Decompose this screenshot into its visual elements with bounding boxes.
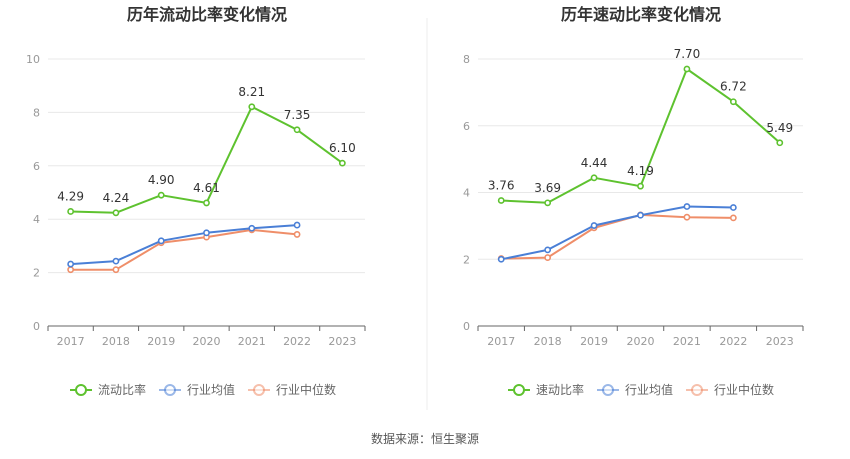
data-label: 7.70 xyxy=(674,47,701,61)
data-point xyxy=(293,221,301,229)
data-point xyxy=(203,229,210,237)
data-point xyxy=(248,224,256,232)
data-point xyxy=(544,246,552,254)
data-point xyxy=(293,126,301,134)
data-point xyxy=(67,260,75,268)
series-line xyxy=(70,228,298,271)
data-label: 3.76 xyxy=(488,179,515,193)
legend-swatch-marker xyxy=(513,384,525,396)
x-tick-label: 2019 xyxy=(147,335,175,348)
data-label: 4.29 xyxy=(57,189,84,203)
y-tick-label: 2 xyxy=(463,253,470,266)
legend-label: 流动比率 xyxy=(98,382,146,397)
data-point xyxy=(67,266,75,274)
data-point xyxy=(544,199,552,207)
data-point xyxy=(157,237,165,245)
y-tick-label: 8 xyxy=(33,106,40,119)
data-label: 4.24 xyxy=(103,191,130,205)
series-line xyxy=(501,205,734,261)
legend-swatch-marker xyxy=(253,384,265,396)
series-line xyxy=(70,224,298,266)
x-tick-label: 2017 xyxy=(57,335,85,348)
y-tick-label: 6 xyxy=(33,160,40,173)
x-tick-label: 2020 xyxy=(627,335,655,348)
data-label: 4.90 xyxy=(148,173,175,187)
legend-label: 速动比率 xyxy=(536,382,584,397)
y-tick-label: 4 xyxy=(33,213,40,226)
data-point xyxy=(497,255,505,263)
data-point xyxy=(293,231,301,238)
series-line xyxy=(501,213,734,260)
data-point xyxy=(729,98,737,106)
x-tick-label: 2021 xyxy=(673,335,701,348)
y-tick-label: 4 xyxy=(463,187,470,200)
data-point xyxy=(112,209,120,217)
x-tick-label: 2023 xyxy=(766,335,794,348)
data-point xyxy=(776,139,784,147)
data-point xyxy=(248,103,256,111)
y-tick-label: 8 xyxy=(463,53,470,66)
chart-title: 历年流动比率变化情况 xyxy=(127,5,287,24)
legend-swatch-marker xyxy=(164,384,176,396)
y-tick-label: 0 xyxy=(33,320,40,333)
data-label: 6.10 xyxy=(329,141,356,155)
x-tick-label: 2018 xyxy=(534,335,562,348)
y-tick-label: 6 xyxy=(463,120,470,133)
x-tick-label: 2021 xyxy=(238,335,266,348)
legend-label: 行业均值 xyxy=(187,382,235,397)
data-point xyxy=(590,222,598,229)
data-point xyxy=(590,174,598,182)
data-label: 4.61 xyxy=(193,181,220,195)
x-tick-label: 2022 xyxy=(283,335,311,348)
x-tick-label: 2023 xyxy=(328,335,356,348)
y-tick-label: 10 xyxy=(26,53,40,66)
x-tick-label: 2017 xyxy=(487,335,515,348)
y-tick-label: 0 xyxy=(463,320,470,333)
data-label: 5.49 xyxy=(766,121,793,135)
legend-swatch-marker xyxy=(691,384,703,396)
data-point xyxy=(729,204,737,211)
x-tick-label: 2022 xyxy=(719,335,747,348)
data-point xyxy=(544,254,552,261)
data-point xyxy=(637,211,644,219)
data-point xyxy=(67,208,75,215)
x-tick-label: 2019 xyxy=(580,335,608,348)
legend-label: 行业均值 xyxy=(625,382,673,397)
data-point xyxy=(112,257,120,265)
chart-title: 历年速动比率变化情况 xyxy=(561,5,721,24)
data-point xyxy=(497,197,505,204)
legend-swatch-marker xyxy=(602,384,614,396)
legend-label: 行业中位数 xyxy=(276,382,336,397)
data-label: 7.35 xyxy=(284,108,311,122)
legend-swatch-marker xyxy=(75,384,87,396)
y-tick-label: 2 xyxy=(33,267,40,280)
data-label: 8.21 xyxy=(238,85,265,99)
source-note: 数据来源：恒生聚源 xyxy=(371,431,479,446)
data-point xyxy=(683,203,691,210)
data-label: 3.69 xyxy=(534,181,561,195)
data-label: 4.44 xyxy=(581,156,608,170)
data-point xyxy=(338,159,346,167)
data-point xyxy=(683,65,691,73)
x-tick-label: 2018 xyxy=(102,335,130,348)
data-point xyxy=(637,182,644,190)
x-tick-label: 2020 xyxy=(193,335,221,348)
data-point xyxy=(683,213,691,221)
data-point xyxy=(157,191,165,199)
data-label: 4.19 xyxy=(627,164,654,178)
legend-label: 行业中位数 xyxy=(714,382,774,397)
data-point xyxy=(112,266,120,274)
data-point xyxy=(203,199,210,207)
data-point xyxy=(729,214,737,222)
data-label: 6.72 xyxy=(720,80,747,94)
